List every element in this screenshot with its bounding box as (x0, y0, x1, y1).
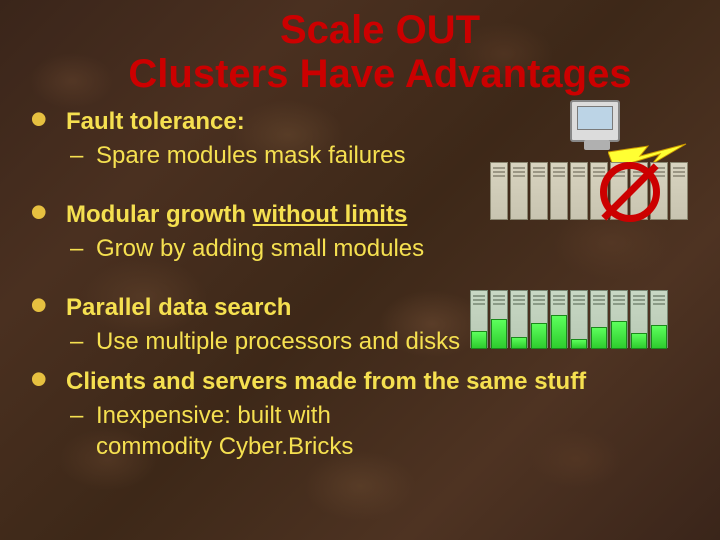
bullet-clients-servers: Clients and servers made from the same s… (30, 368, 690, 462)
rack-unit (570, 162, 588, 220)
rack-unit (530, 162, 548, 220)
sub-list: Grow by adding small modules (66, 233, 690, 264)
activity-bar (631, 333, 647, 349)
rack-unit (590, 290, 608, 348)
rack-unit (530, 290, 548, 348)
activity-bar (511, 337, 527, 349)
rack-unit (510, 290, 528, 348)
rack-unit (550, 162, 568, 220)
activity-bar (471, 331, 487, 349)
rack-unit (490, 162, 508, 220)
slide: Scale OUT Clusters Have Advantages Fault… (0, 0, 720, 540)
rack-unit (510, 162, 528, 220)
prohibit-icon (600, 162, 660, 222)
head-underlined: without limits (253, 201, 408, 228)
monitor-icon (570, 100, 620, 142)
activity-bar (571, 339, 587, 349)
activity-bar (551, 315, 567, 349)
fault-tolerance-graphic (490, 100, 690, 230)
rack-unit (630, 290, 648, 348)
activity-bar (591, 327, 607, 349)
slide-title: Scale OUT Clusters Have Advantages (70, 8, 690, 96)
parallel-search-graphic (470, 280, 690, 360)
rack-unit (570, 290, 588, 348)
sub-item: Inexpensive: built with commodity Cyber.… (66, 400, 406, 462)
title-line-1: Scale OUT (70, 8, 690, 52)
rack-unit (610, 290, 628, 348)
rack-unit (550, 290, 568, 348)
rack-unit (470, 290, 488, 348)
bullet-head: Clients and servers made from the same s… (66, 368, 690, 396)
activity-bar (611, 321, 627, 349)
rack-unit (650, 290, 668, 348)
sub-list: Inexpensive: built with commodity Cyber.… (66, 400, 690, 462)
activity-bar (651, 325, 667, 349)
activity-bar (531, 323, 547, 349)
title-line-2: Clusters Have Advantages (70, 52, 690, 96)
rack-unit (490, 290, 508, 348)
activity-bar (491, 319, 507, 349)
head-prefix: Modular growth (66, 201, 253, 228)
sub-item: Grow by adding small modules (66, 233, 690, 264)
rack-row-bottom (470, 290, 668, 348)
rack-unit (670, 162, 688, 220)
